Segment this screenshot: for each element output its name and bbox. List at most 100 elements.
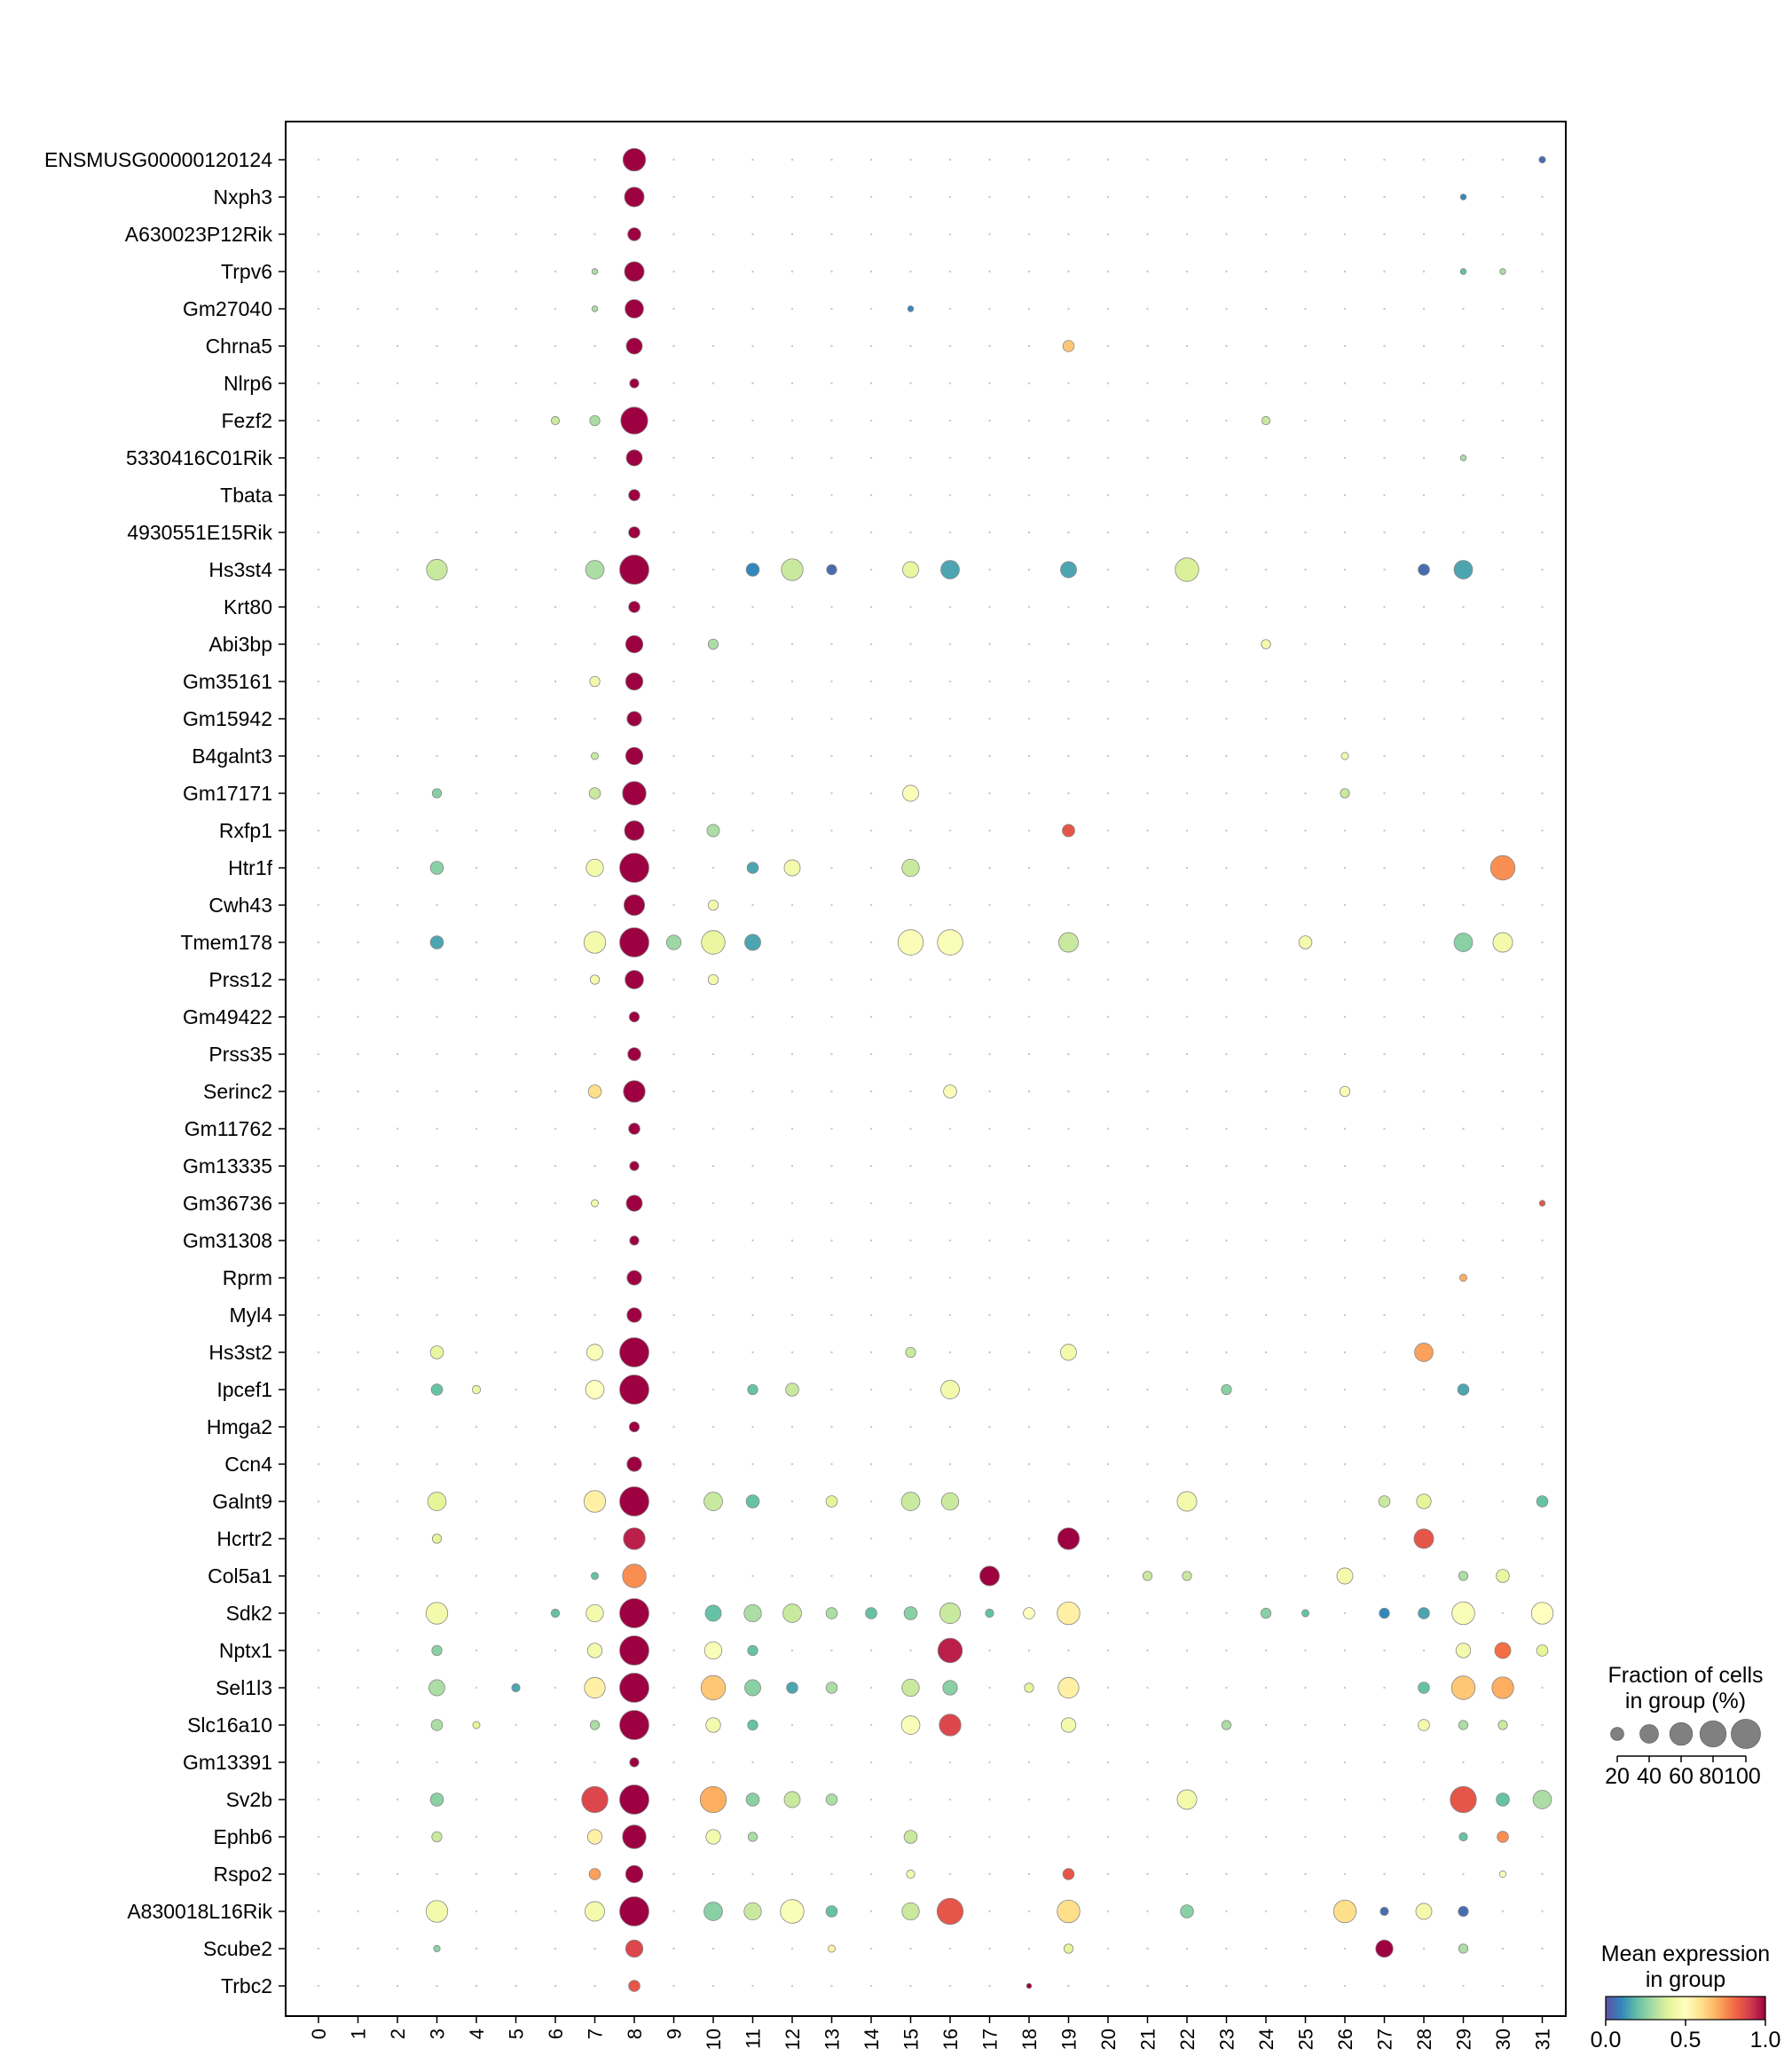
dot-faint <box>1304 158 1307 161</box>
dot-faint <box>1343 1313 1347 1317</box>
dot-faint <box>1264 1462 1268 1466</box>
dot-faint <box>1146 1052 1149 1056</box>
dot-faint <box>1422 1649 1426 1652</box>
dot-faint <box>515 232 517 236</box>
dot-faint <box>672 382 675 385</box>
dot-faint <box>751 270 754 273</box>
dot-faint <box>1106 1425 1110 1429</box>
dot-faint <box>948 978 952 981</box>
cluster-label-31: 31 <box>1532 2029 1554 2050</box>
dot-faint <box>988 1947 991 1950</box>
dot-B4galnt3-cluster-7 <box>591 752 599 760</box>
dot-faint <box>1067 1276 1070 1280</box>
dot-faint <box>396 866 399 870</box>
dot-faint <box>1422 1388 1426 1391</box>
gene-label-Myl4: Myl4 <box>229 1304 272 1327</box>
dot-faint <box>1422 195 1426 199</box>
dot-faint <box>1225 1313 1228 1317</box>
dot-faint <box>1304 1388 1307 1391</box>
dot-Tmem178-cluster-30 <box>1492 932 1513 953</box>
dot-faint <box>1343 1052 1347 1056</box>
dot-faint <box>790 270 794 273</box>
dot-faint <box>1027 1201 1031 1205</box>
dot-layer <box>425 147 1554 1992</box>
dot-faint <box>1541 1276 1544 1280</box>
dot-faint <box>1225 1500 1228 1503</box>
dot-faint <box>436 1313 438 1317</box>
dot-faint <box>1264 1686 1268 1690</box>
dot-faint <box>948 307 952 311</box>
dot-B4galnt3-cluster-26 <box>1340 752 1349 760</box>
dot-faint <box>1501 1276 1505 1280</box>
dot-faint <box>1067 1425 1070 1429</box>
dot-faint <box>357 1500 359 1503</box>
dot-faint <box>751 754 754 758</box>
dot-faint <box>554 1984 557 1988</box>
dot-Hs3st4-cluster-15 <box>902 561 919 579</box>
dot-Tmem178-cluster-29 <box>1453 933 1474 952</box>
dot-faint <box>909 1537 912 1540</box>
dot-faint <box>830 1537 833 1540</box>
dot-Gm11762-cluster-8 <box>628 1123 641 1135</box>
dot-faint <box>396 1313 399 1317</box>
dot-Hs3st4-cluster-11 <box>745 563 760 577</box>
dot-faint <box>790 754 794 758</box>
dot-faint <box>909 1239 912 1242</box>
dot-faint <box>1185 1947 1189 1950</box>
dot-faint <box>317 1537 320 1540</box>
size-legend-dot-100 <box>1731 1719 1761 1749</box>
dot-faint <box>1304 1649 1307 1652</box>
dot-faint <box>1185 382 1189 385</box>
dot-faint <box>948 232 952 236</box>
dot-faint <box>1264 1947 1268 1950</box>
dot-faint <box>357 493 359 497</box>
dot-faint <box>396 456 399 460</box>
dot-faint <box>515 1388 517 1391</box>
dot-faint <box>554 680 557 683</box>
dot-faint <box>593 1276 596 1280</box>
dot-A830018L16Rik-cluster-15 <box>901 1902 920 1921</box>
dot-faint <box>357 531 359 534</box>
dot-Sel1l3-cluster-12 <box>786 1682 798 1694</box>
dot-Prss35-cluster-8 <box>627 1047 641 1061</box>
dot-faint <box>1185 941 1189 944</box>
dot-5330416C01Rik-cluster-29 <box>1459 454 1467 461</box>
dot-faint <box>1106 158 1110 161</box>
dot-faint <box>436 1425 438 1429</box>
dot-faint <box>1146 419 1149 422</box>
dot-faint <box>1106 1947 1110 1950</box>
dot-faint <box>1264 754 1268 758</box>
dot-faint <box>1146 1425 1149 1429</box>
dot-faint <box>1383 1686 1386 1690</box>
dot-faint <box>1422 866 1426 870</box>
dot-faint <box>869 493 873 497</box>
dot-faint <box>909 1798 912 1801</box>
dot-faint <box>1027 978 1031 981</box>
gene-label-Abi3bp: Abi3bp <box>208 633 272 656</box>
dot-faint <box>1264 866 1268 870</box>
dot-ENSMUSG00000120124-cluster-8 <box>622 147 647 172</box>
dot-faint <box>869 270 873 273</box>
dot-faint <box>1541 456 1544 460</box>
dot-Galnt9-cluster-28 <box>1416 1493 1432 1509</box>
dot-faint <box>436 717 438 721</box>
dot-faint <box>948 195 952 199</box>
dot-Sel1l3-cluster-15 <box>901 1678 920 1698</box>
dot-Sdk2-cluster-8 <box>619 1598 649 1628</box>
dot-faint <box>1501 717 1505 721</box>
dot-faint <box>1185 1425 1189 1429</box>
dot-faint <box>869 866 873 870</box>
dot-faint <box>988 1761 991 1764</box>
dot-Hcrtr2-cluster-8 <box>623 1527 646 1550</box>
dot-faint <box>869 605 873 609</box>
dot-faint <box>830 1127 833 1130</box>
dot-faint <box>869 1500 873 1503</box>
dot-faint <box>790 1462 794 1466</box>
dot-faint <box>1343 456 1347 460</box>
dot-faint <box>751 232 754 236</box>
dot-faint <box>317 1984 320 1988</box>
dot-faint <box>1541 605 1544 609</box>
dot-4930551E15Rik-cluster-8 <box>628 526 641 539</box>
dot-faint <box>1027 1015 1031 1019</box>
dot-Fezf2-cluster-8 <box>620 406 648 435</box>
